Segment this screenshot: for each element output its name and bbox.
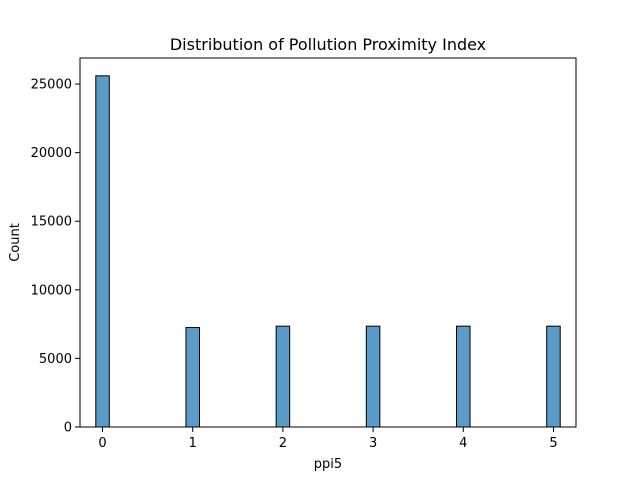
y-axis-title: Count	[8, 223, 23, 262]
chart-title: Distribution of Pollution Proximity Inde…	[170, 35, 486, 54]
x-axis-ticks: 0 1 2 3 4 5	[98, 427, 558, 451]
bar-3	[365, 325, 381, 428]
x-tick-label: 0	[98, 436, 106, 451]
y-tick-label: 25000	[31, 78, 72, 93]
bar-1	[185, 327, 200, 428]
x-tick-label: 4	[459, 436, 467, 451]
x-tick-label: 3	[369, 436, 377, 451]
y-tick-label: 10000	[31, 283, 72, 298]
y-tick-label: 15000	[31, 215, 72, 230]
bar-4	[456, 325, 471, 428]
x-tick-label: 5	[549, 436, 557, 451]
bars-group	[95, 75, 561, 428]
x-tick-label: 2	[279, 436, 287, 451]
y-tick-label: 5000	[39, 352, 72, 367]
y-axis-ticks: 0 5000 10000 15000 20000 25000	[31, 78, 80, 436]
x-tick-label: 1	[189, 436, 197, 451]
bar-5	[546, 325, 561, 428]
bar-2	[275, 325, 291, 428]
y-tick-label: 20000	[31, 146, 72, 161]
bar-0	[95, 75, 110, 428]
plot-frame	[79, 57, 577, 428]
y-tick-label: 0	[64, 421, 72, 436]
x-axis-title: ppi5	[314, 457, 342, 472]
